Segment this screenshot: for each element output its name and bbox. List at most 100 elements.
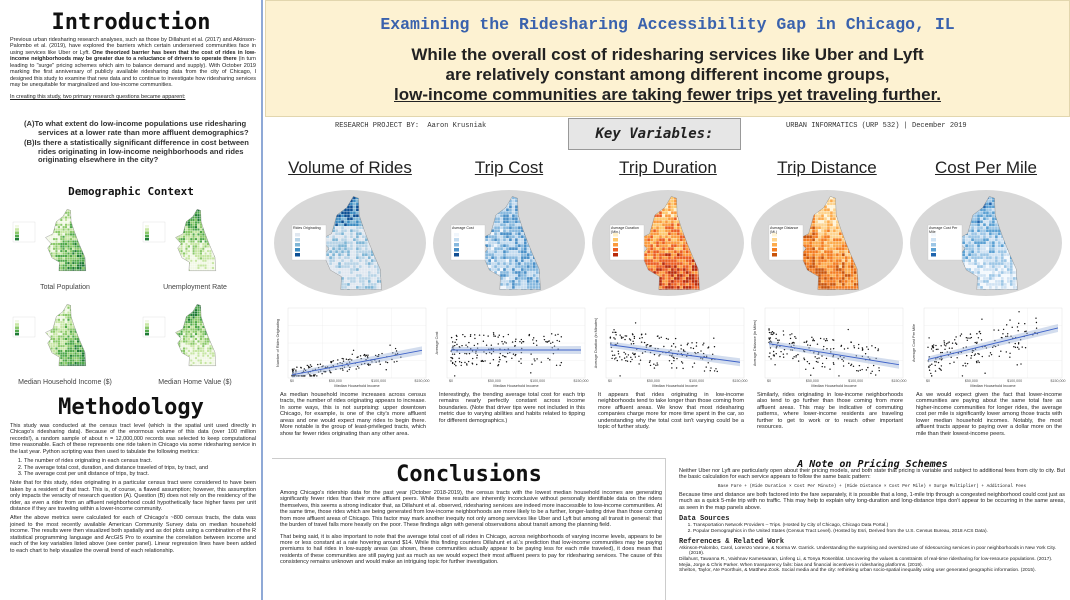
tract: [535, 267, 539, 272]
point: [367, 354, 369, 356]
legend-swatch: [15, 329, 19, 333]
tract: [209, 313, 212, 317]
tract: [349, 250, 354, 254]
tract: [493, 223, 498, 227]
point: [471, 362, 473, 364]
tract: [67, 340, 70, 343]
tract: [64, 330, 68, 334]
tract: [71, 328, 75, 331]
tract: [185, 257, 188, 260]
point: [458, 352, 461, 355]
tract: [199, 249, 203, 253]
tract: [649, 235, 654, 239]
tract: [673, 247, 678, 251]
point: [686, 344, 689, 346]
tract: [685, 247, 690, 251]
tract: [59, 320, 63, 324]
tract: [185, 330, 188, 334]
tract: [69, 325, 73, 329]
tract: [62, 316, 66, 319]
tract: [493, 232, 498, 236]
tract: [206, 216, 210, 219]
tract: [182, 354, 186, 358]
tract: [55, 344, 58, 348]
tract: [340, 247, 345, 251]
subtitle-line: are relatively constant among different …: [445, 65, 890, 84]
tract: [523, 264, 528, 269]
tract: [328, 261, 333, 266]
point: [615, 334, 617, 336]
tract: [175, 259, 176, 263]
tract: [87, 226, 89, 228]
point: [317, 366, 320, 369]
tract: [190, 225, 193, 229]
tract: [508, 223, 513, 227]
tract: [370, 285, 374, 290]
tract: [45, 264, 46, 267]
tract: [204, 254, 208, 258]
tract: [197, 249, 200, 253]
tract: [670, 232, 675, 236]
tract: [209, 344, 212, 348]
tract: [199, 247, 203, 251]
tract: [214, 337, 216, 341]
tract: [52, 306, 56, 310]
tract: [670, 214, 675, 218]
tract: [337, 261, 342, 266]
tract: [76, 216, 80, 219]
tract: [202, 337, 205, 341]
tract: [47, 352, 51, 355]
tract: [55, 230, 58, 234]
tract: [517, 276, 522, 281]
tract: [190, 313, 193, 317]
tract: [676, 267, 681, 272]
tract: [361, 253, 366, 257]
tract: [520, 276, 525, 281]
tract: [64, 325, 68, 329]
tract: [817, 217, 822, 221]
tract: [57, 344, 61, 348]
tract: [670, 235, 675, 239]
tract: [197, 259, 200, 263]
tract: [352, 208, 357, 212]
tract: [55, 328, 58, 331]
tract: [55, 261, 58, 265]
tract: [202, 330, 205, 334]
point: [634, 356, 637, 358]
tract: [67, 356, 70, 360]
tract: [667, 220, 672, 224]
tract: [74, 320, 78, 324]
tract: [814, 223, 819, 227]
tract: [81, 230, 85, 234]
tract: [526, 256, 531, 260]
tract: [214, 235, 216, 239]
tract: [81, 216, 85, 219]
tract: [175, 361, 179, 365]
tract: [182, 330, 186, 334]
tract: [175, 352, 176, 355]
point: [295, 369, 297, 371]
tract: [832, 208, 837, 212]
tract: [59, 352, 63, 355]
tract: [361, 270, 366, 275]
tract: [673, 208, 678, 212]
tract: [175, 242, 176, 246]
point: [351, 359, 353, 361]
tract: [45, 320, 46, 324]
tract: [667, 235, 672, 239]
tract: [214, 223, 216, 227]
tract: [211, 209, 215, 212]
tract: [652, 235, 657, 239]
tract: [180, 323, 184, 326]
tract: [370, 273, 374, 278]
tract: [76, 313, 80, 317]
tract: [59, 313, 63, 317]
tract: [57, 342, 61, 346]
tract: [361, 247, 366, 251]
tract: [175, 337, 179, 341]
tract: [679, 232, 684, 236]
tract: [55, 242, 58, 246]
tract: [83, 228, 86, 231]
tract: [649, 250, 654, 254]
tract: [214, 216, 216, 219]
